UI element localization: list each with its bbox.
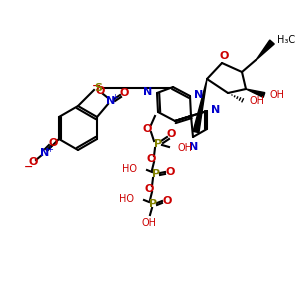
Text: P: P [154,139,162,149]
Text: N: N [143,87,152,97]
Text: HO: HO [122,164,137,174]
Text: P: P [152,169,160,179]
Text: O: O [119,88,129,98]
Text: HO: HO [119,194,134,204]
Polygon shape [193,79,207,133]
Text: O: O [48,138,58,148]
Polygon shape [256,40,274,60]
Text: H₃C: H₃C [277,35,295,45]
Text: O: O [146,154,156,164]
Text: O: O [166,129,176,139]
Text: O: O [162,196,172,206]
Text: O: O [144,184,154,194]
Text: O: O [165,167,175,177]
Text: O: O [219,51,229,61]
Text: N: N [211,105,220,115]
Text: −: − [92,81,101,91]
Polygon shape [246,89,265,98]
Text: OH: OH [269,90,284,100]
Text: O: O [142,124,152,134]
Text: N: N [106,96,116,106]
Text: OH: OH [249,96,264,106]
Text: N: N [189,142,199,152]
Text: +: + [46,145,53,154]
Text: OH: OH [142,218,157,228]
Text: N: N [40,148,50,158]
Text: OH: OH [177,143,192,153]
Text: −: − [24,162,34,172]
Text: P: P [149,199,157,209]
Text: N: N [194,90,203,100]
Text: S: S [94,83,102,93]
Text: O: O [95,86,105,96]
Text: O: O [28,157,38,167]
Text: +: + [112,92,118,101]
